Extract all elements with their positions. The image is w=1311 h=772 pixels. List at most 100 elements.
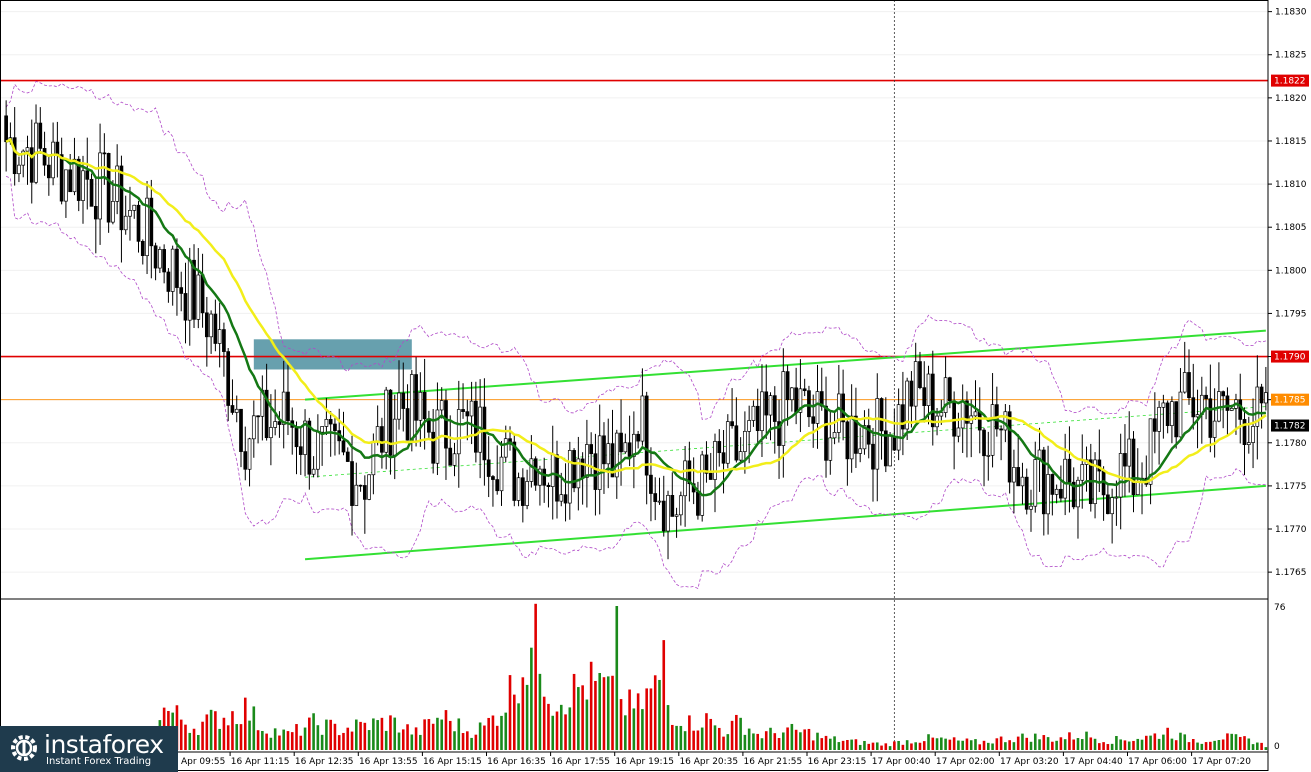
candle-body	[286, 391, 290, 422]
time-tick-label: 17 Apr 03:20	[1000, 757, 1059, 767]
candle-body	[1242, 419, 1247, 445]
time-tick-label: 16 Apr 15:15	[423, 757, 482, 767]
candle	[1182, 341, 1187, 394]
candle-body	[21, 150, 26, 166]
volume-bar	[1068, 732, 1071, 750]
candle-body	[965, 400, 969, 424]
candle	[217, 302, 222, 368]
candle-body	[901, 404, 905, 430]
volume-bar	[683, 731, 687, 750]
volume-bar	[611, 675, 614, 750]
time-tick-label: 17 Apr 02:00	[936, 757, 995, 767]
candle-body	[768, 395, 773, 416]
volume-bar	[884, 743, 888, 750]
candle	[525, 469, 529, 510]
volume-bar	[196, 734, 200, 750]
volume-bar	[1153, 733, 1157, 750]
candle	[546, 482, 551, 508]
candle	[760, 364, 764, 457]
candle	[589, 432, 594, 477]
price-tick-label: 1.1780	[1275, 439, 1307, 449]
volume-bar	[863, 740, 866, 750]
volume-bar	[495, 725, 499, 750]
volume-bar	[777, 738, 781, 750]
candle-body	[871, 443, 875, 470]
volume-tick-label: 0	[1274, 742, 1280, 752]
volume-bar	[491, 715, 495, 750]
candle	[469, 381, 474, 445]
candle-body	[1221, 391, 1226, 397]
candle	[495, 445, 500, 495]
time-tick-label: 16 Apr 19:15	[615, 757, 674, 767]
volume-bar	[1221, 739, 1225, 750]
candle	[824, 376, 828, 478]
volume-bar	[1021, 733, 1024, 750]
volume-bar	[1115, 736, 1118, 750]
volume-bar	[632, 708, 636, 750]
candle-body	[1255, 386, 1260, 427]
volume-bar	[1089, 737, 1093, 750]
volume-bar	[201, 721, 204, 750]
candle-body	[81, 170, 85, 201]
volume-bar	[414, 727, 418, 750]
candle-body	[704, 454, 709, 474]
candle-body	[350, 461, 354, 506]
candle-body	[747, 420, 752, 432]
candle	[879, 397, 884, 460]
candle	[128, 186, 132, 241]
candle	[1114, 480, 1119, 526]
volume-bar	[384, 730, 388, 750]
candle	[836, 364, 841, 443]
volume-bar	[286, 731, 290, 750]
price-tick-label: 1.1810	[1275, 180, 1307, 190]
candle	[764, 364, 769, 439]
candle-body	[213, 313, 218, 344]
channel-line	[304, 484, 1266, 561]
candle	[1054, 484, 1059, 504]
volume-bar	[581, 685, 584, 750]
candle	[751, 400, 756, 427]
candle	[632, 411, 636, 489]
candle-body	[1054, 488, 1059, 495]
candle-body	[200, 274, 205, 314]
candle	[649, 447, 653, 522]
candle	[1251, 398, 1255, 469]
candle	[388, 389, 393, 475]
candle-body	[990, 404, 995, 456]
candle-body	[585, 444, 589, 478]
candle	[1076, 476, 1080, 539]
candle	[542, 457, 547, 503]
chart-frame	[0, 0, 1269, 771]
volume-bar	[252, 706, 256, 750]
candle-body	[230, 405, 235, 413]
volume-bar	[308, 717, 311, 750]
candle-body	[320, 426, 324, 433]
volume-bar	[440, 719, 444, 750]
candle-body	[828, 437, 833, 461]
candle	[1020, 462, 1025, 505]
candle	[1161, 394, 1166, 439]
candle	[1131, 431, 1136, 513]
volume-bar	[273, 728, 277, 750]
candle	[12, 107, 17, 186]
candle	[909, 371, 914, 428]
candle	[264, 363, 269, 441]
volume-bar	[299, 735, 303, 750]
candle	[619, 399, 623, 486]
candle-body	[251, 415, 256, 440]
candle	[888, 432, 892, 467]
volume-bar	[922, 741, 926, 750]
volume-bar	[397, 732, 401, 750]
candle-body	[85, 170, 90, 180]
candle	[324, 397, 329, 436]
candle	[149, 179, 154, 279]
candle	[1152, 392, 1157, 454]
candle-body	[461, 409, 465, 412]
candle	[162, 244, 166, 284]
candle-body	[1174, 401, 1179, 438]
volume-bar	[816, 732, 819, 750]
volume-bar	[572, 673, 576, 750]
volume-bar	[427, 719, 431, 750]
volume-bar	[461, 733, 465, 750]
